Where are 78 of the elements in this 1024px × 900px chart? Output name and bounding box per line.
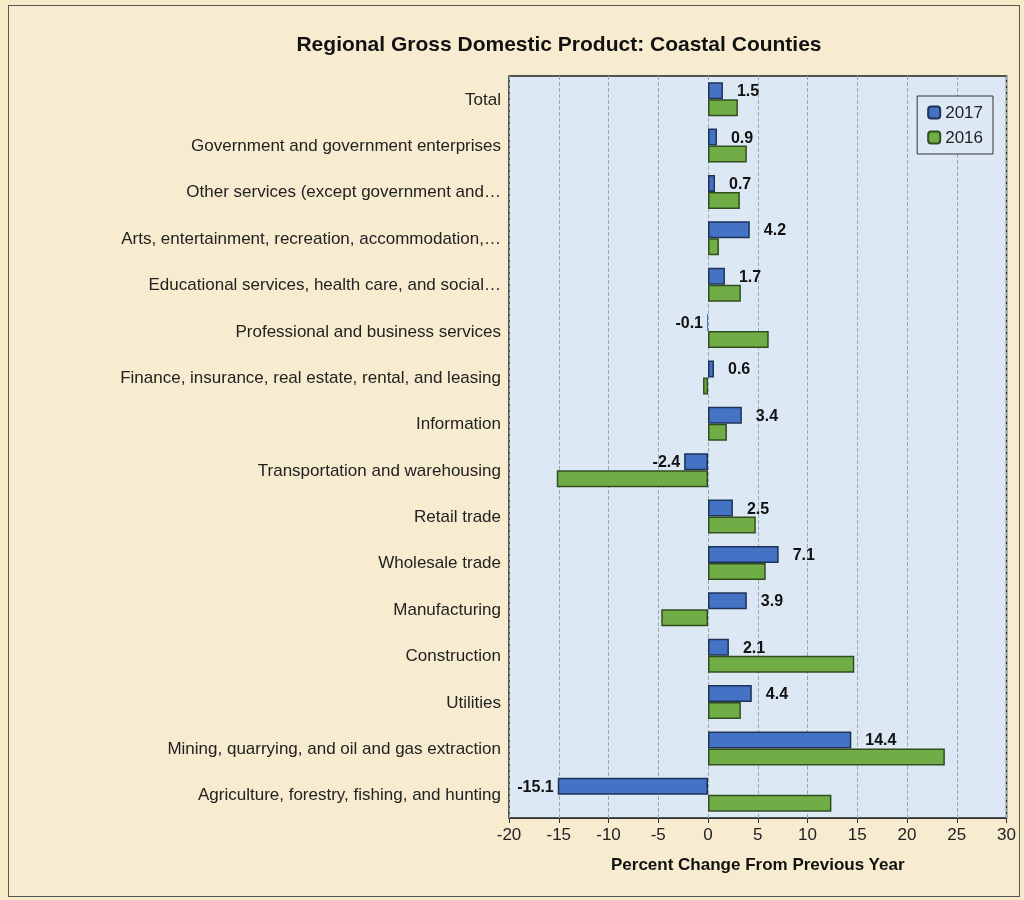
- data-label: 7.1: [792, 545, 816, 563]
- bar: [708, 655, 855, 673]
- data-label: 3.4: [755, 406, 779, 424]
- bar: [708, 128, 717, 146]
- bar: [661, 609, 709, 627]
- data-label: 1.7: [738, 267, 762, 285]
- data-label: 4.4: [765, 685, 789, 703]
- bar: [708, 406, 742, 424]
- y-tick-label: Other services (except government and…: [186, 182, 501, 202]
- data-label: 0.9: [730, 128, 754, 146]
- x-tick-label: 10: [798, 825, 817, 844]
- bar: [708, 516, 756, 534]
- data-label: -0.1: [675, 314, 704, 332]
- y-tick-label: Information: [415, 414, 501, 434]
- bar: [708, 562, 766, 580]
- y-tick-label: Finance, insurance, real estate, rental, and leasing: [120, 367, 501, 387]
- bar: [708, 82, 723, 100]
- x-tick-label: -15: [546, 825, 572, 844]
- data-label: 4.2: [763, 221, 787, 239]
- data-label: 2.5: [746, 499, 770, 517]
- bar: [708, 638, 729, 656]
- y-tick-label: Mining, quarrying, and oil and gas extraction: [167, 738, 501, 758]
- bar: [708, 360, 714, 378]
- bar: [556, 470, 709, 488]
- legend-label: 2017: [945, 103, 984, 122]
- y-tick-label: Arts, entertainment, recreation, accommodation,…: [121, 228, 501, 248]
- bar: [703, 377, 709, 395]
- bar: [708, 685, 752, 703]
- y-tick-label: Professional and business services: [235, 321, 501, 341]
- data-label: 1.5: [736, 82, 760, 100]
- x-tick-label: -20: [496, 825, 522, 844]
- y-tick-label: Government and government enterprises: [191, 136, 501, 156]
- data-label: -2.4: [652, 453, 681, 471]
- bar: [708, 794, 832, 812]
- x-tick-label: 30: [997, 825, 1017, 844]
- x-tick-label: 5: [753, 825, 763, 844]
- x-tick-label: -5: [650, 825, 666, 844]
- y-tick-label: Manufacturing: [393, 599, 501, 619]
- bar: [708, 191, 740, 209]
- bar: [708, 702, 741, 720]
- bar: [708, 238, 719, 256]
- legend-label: 2016: [945, 128, 984, 147]
- bar: [708, 592, 747, 610]
- bar: [708, 499, 733, 517]
- y-tick-label: Construction: [405, 646, 501, 666]
- bar: [708, 331, 769, 349]
- bar: [557, 777, 709, 795]
- y-tick-label: Retail trade: [414, 507, 501, 527]
- x-axis-title: Percent Change From Previous Year: [611, 855, 905, 874]
- y-tick-label: Agriculture, forestry, fishing, and hunting: [197, 785, 501, 805]
- data-label: 0.7: [728, 174, 752, 192]
- bar: [684, 453, 709, 471]
- bar: [708, 284, 741, 302]
- y-tick-label: Transportation and warehousing: [257, 460, 501, 480]
- bar: [708, 99, 738, 117]
- bar: [708, 423, 727, 441]
- bar: [708, 731, 852, 749]
- chart-title: Regional Gross Domestic Product: Coastal Counties: [296, 32, 822, 55]
- bar: [708, 748, 945, 766]
- x-tick-label: 20: [897, 825, 917, 844]
- data-label: 14.4: [865, 731, 897, 749]
- y-tick-label: Total: [465, 89, 501, 109]
- y-tick-label: Wholesale trade: [378, 553, 501, 573]
- y-tick-label: Utilities: [446, 692, 501, 712]
- y-tick-label: Educational services, health care, and social…: [148, 275, 501, 295]
- x-tick-label: 0: [703, 825, 713, 844]
- bar: [708, 267, 725, 285]
- data-label: 3.9: [760, 592, 784, 610]
- data-label: 0.6: [727, 360, 751, 378]
- x-tick-label: 25: [947, 825, 967, 844]
- x-tick-label: 15: [847, 825, 867, 844]
- bar: [708, 145, 747, 163]
- bar: [708, 221, 750, 239]
- data-label: -15.1: [517, 777, 554, 795]
- bar: [708, 174, 715, 192]
- bar: [708, 545, 779, 563]
- data-label: 2.1: [742, 638, 766, 656]
- x-tick-label: -10: [596, 825, 621, 844]
